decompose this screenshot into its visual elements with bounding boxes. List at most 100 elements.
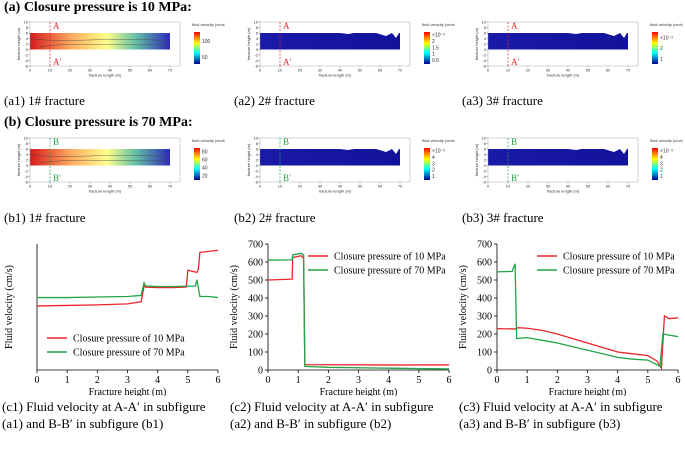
y-tick-label: -4 — [24, 58, 28, 63]
x-tick-label: 20 — [68, 68, 73, 73]
colorbar-tick-label: 4 — [660, 155, 663, 161]
x-tick-label: 50 — [586, 68, 591, 73]
x-tick-label: 3 — [125, 375, 130, 386]
void-region — [568, 33, 627, 38]
x-axis-label: Fracture height (m) — [320, 387, 398, 396]
y-tick-label: 400 — [477, 294, 492, 305]
x-tick-label: 4 — [155, 375, 160, 386]
x-tick-label: 5 — [416, 375, 421, 386]
x-tick-label: 60 — [606, 68, 611, 73]
y-tick-label: 2 — [484, 158, 487, 163]
y-tick-label: 500 — [477, 276, 492, 287]
x-tick-label: 70 — [626, 184, 631, 189]
y-tick-label: -6 — [24, 64, 28, 69]
y-tick-label: -4 — [254, 58, 258, 63]
x-tick-label: 40 — [108, 184, 113, 189]
colorbar-tick-label: 20 — [202, 174, 208, 180]
chart: 0 1 2 3 4 5 6 Fracture height (m) Fluid velocity… — [4, 244, 221, 396]
heading: (a) Closure pressure is 10 MPa: — [4, 0, 192, 15]
section-label: B′ — [283, 173, 291, 183]
y-tick-label: 6 — [256, 147, 259, 152]
fracture-field — [260, 33, 400, 50]
y-tick-label: 4 — [256, 36, 259, 41]
y-tick-label: 100 — [248, 348, 263, 359]
colorbar-tick-label: 100 — [202, 39, 211, 45]
y-tick-label: -2 — [254, 169, 258, 174]
y-tick-label: -6 — [482, 64, 486, 69]
colorbar-tick-label: 1.5 — [432, 45, 439, 51]
y-tick-label: 8 — [484, 141, 487, 146]
y-tick-label: 0 — [256, 47, 259, 52]
colorbar — [652, 32, 658, 64]
chart-caption: (c1) Fluid velocity at A-A′ in subfigure… — [2, 399, 206, 431]
series-line — [496, 263, 679, 368]
colorbar-tick-label: 80 — [202, 150, 208, 156]
y-tick-label: 700 — [477, 240, 492, 251]
y-tick-label: -4 — [482, 58, 486, 63]
x-tick-label: 60 — [378, 184, 383, 189]
x-tick-label: 50 — [358, 184, 363, 189]
x-tick-label: 70 — [398, 184, 403, 189]
x-tick-label: 40 — [338, 68, 343, 73]
chart-caption: (c2) Fluid velocity at A-A′ in subfigure… — [230, 399, 434, 431]
colorbar-tick-label: 4 — [432, 155, 435, 161]
section-label: A′ — [53, 57, 61, 67]
x-tick-label: 0 — [487, 184, 490, 189]
y-tick-label: 2 — [26, 158, 29, 163]
x-tick-label: 10 — [48, 184, 53, 189]
colorbar-tick-label: 1 — [432, 52, 435, 58]
x-tick-label: 0 — [495, 375, 500, 386]
colorbar-title: fluid velocity (cm/s) — [650, 22, 683, 27]
y-tick-label: -2 — [24, 53, 28, 58]
y-tick-label: 100 — [477, 348, 492, 359]
x-axis-label: fracture length (m) — [547, 189, 580, 194]
fracture-field — [260, 149, 400, 166]
y-tick-label: 300 — [477, 312, 492, 323]
y-tick-label: 500 — [248, 276, 263, 287]
legend-label: Closure pressure of 70 MPa — [334, 266, 446, 277]
legend-label: Closure pressure of 70 MPa — [73, 348, 185, 359]
y-tick-label: 6 — [26, 31, 29, 36]
x-tick-label: 1 — [296, 375, 301, 386]
x-tick-label: 10 — [506, 184, 511, 189]
x-tick-label: 50 — [586, 184, 591, 189]
y-tick-label: -2 — [482, 53, 486, 58]
section-label: B′ — [53, 173, 61, 183]
colorbar-tick-label: 0.5 — [432, 58, 439, 64]
y-tick-label: -6 — [254, 64, 258, 69]
colorbar-tick-label: 2 — [660, 168, 663, 174]
y-tick-label: -6 — [24, 180, 28, 185]
x-tick-label: 5 — [645, 375, 650, 386]
colorbar — [424, 148, 430, 180]
x-tick-label: 70 — [168, 184, 173, 189]
colorbar-tick-label: 1 — [432, 174, 435, 180]
x-tick-label: 0 — [29, 184, 32, 189]
y-tick-label: 6 — [484, 147, 487, 152]
void-region — [340, 33, 399, 38]
x-tick-label: 1 — [525, 375, 530, 386]
x-tick-label: 20 — [68, 184, 73, 189]
section-label: B′ — [511, 173, 519, 183]
colorbar-tick-label: 1 — [660, 57, 663, 63]
x-axis-label: fracture length (m) — [89, 189, 122, 194]
y-tick-label: 400 — [248, 294, 263, 305]
y-tick-label: 0 — [26, 163, 29, 168]
colorbar — [424, 32, 430, 64]
x-tick-label: 0 — [259, 68, 262, 73]
y-tick-label: 8 — [26, 141, 29, 146]
y-tick-label: 8 — [256, 25, 259, 30]
colorbar-tick-label: 3 — [660, 161, 663, 167]
y-tick-label: 6 — [256, 31, 259, 36]
fracture-field — [488, 149, 628, 166]
contour-lines — [29, 154, 171, 163]
colorbar-tick-label: ×10⁻³ — [432, 148, 445, 154]
colorbar-title: fluid velocity (cm/s) — [422, 22, 455, 27]
panel-caption: (b1) 1# fracture — [4, 210, 86, 225]
y-tick-label: 700 — [248, 240, 263, 251]
